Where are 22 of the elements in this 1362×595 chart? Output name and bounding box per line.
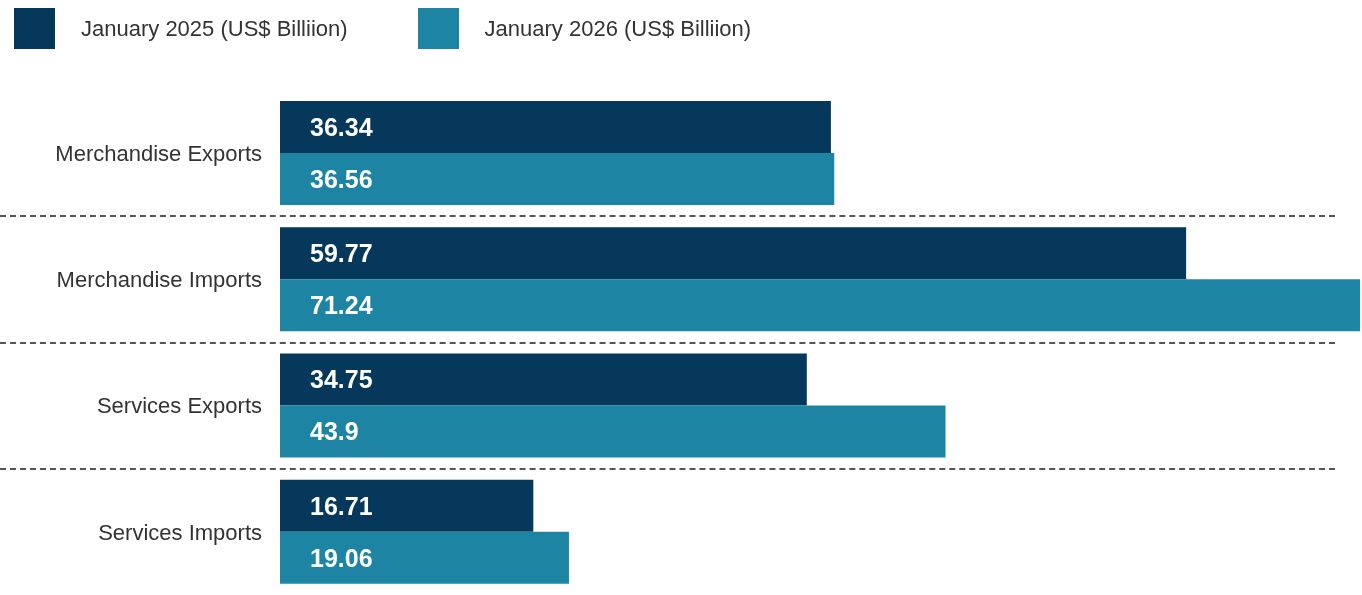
data-label: 36.34 xyxy=(310,112,373,141)
y-tick-label: Services Imports xyxy=(98,519,262,545)
data-label: 71.24 xyxy=(310,291,373,320)
bar xyxy=(280,227,1187,280)
bar xyxy=(280,101,831,153)
legend-label: January 2025 (US$ Billiion) xyxy=(81,15,348,42)
y-tick-label: Services Exports xyxy=(96,393,262,419)
data-label: 43.9 xyxy=(310,417,359,446)
bar xyxy=(280,279,1360,332)
y-tick-label: Merchandise Exports xyxy=(55,140,262,166)
data-label: 34.75 xyxy=(310,365,373,394)
bar xyxy=(280,405,946,458)
data-label: 19.06 xyxy=(310,543,373,572)
data-label: 59.77 xyxy=(310,239,373,268)
y-tick-label: Merchandise Imports xyxy=(56,267,262,293)
data-label: 16.71 xyxy=(310,491,373,520)
bar xyxy=(280,479,534,532)
bar xyxy=(280,353,807,406)
legend-label: January 2026 (US$ Billiion) xyxy=(484,15,752,42)
data-label: 36.56 xyxy=(310,164,373,193)
bar xyxy=(280,531,569,584)
bar xyxy=(280,153,835,205)
